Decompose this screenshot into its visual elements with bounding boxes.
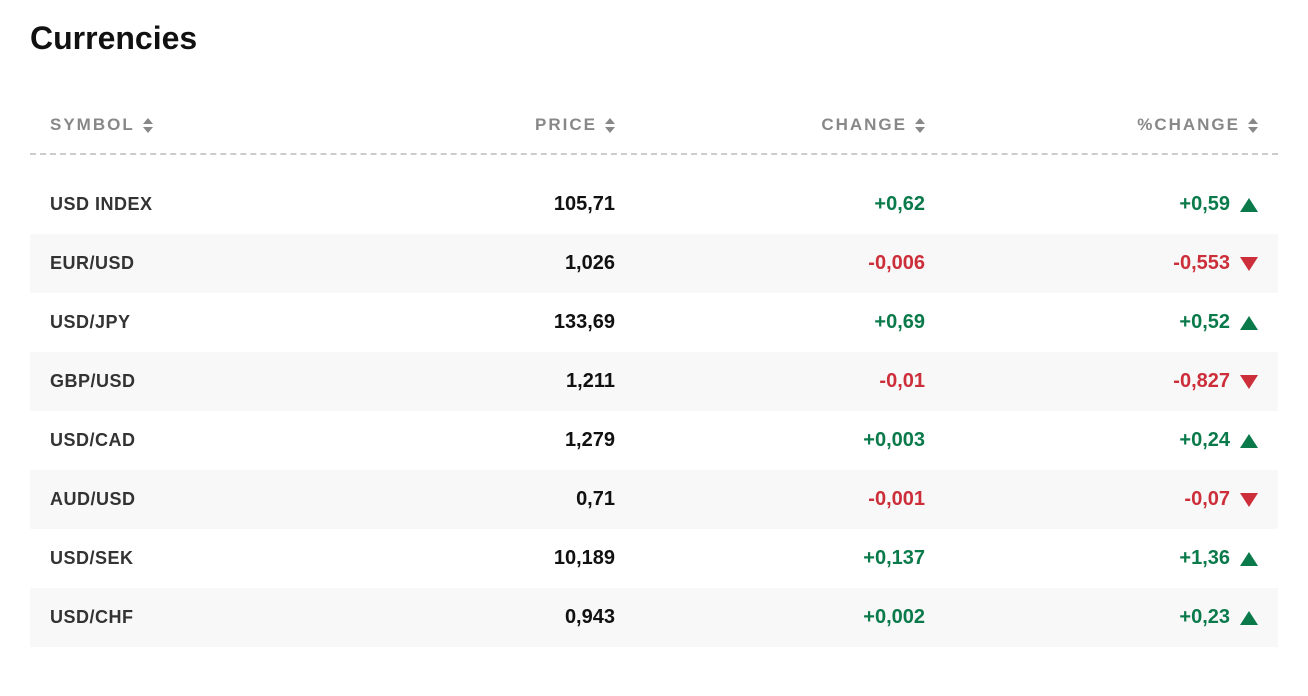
symbol-cell: USD/SEK bbox=[50, 548, 134, 569]
symbol-cell: USD/CAD bbox=[50, 430, 136, 451]
change-cell: -0,01 bbox=[879, 370, 925, 393]
table-row[interactable]: EUR/USD 1,026 -0,006 -0,553 bbox=[30, 234, 1278, 293]
pct-change-cell: +0,23 bbox=[1179, 606, 1230, 629]
table-row[interactable]: USD/JPY 133,69 +0,69 +0,52 bbox=[30, 293, 1278, 352]
sort-icon bbox=[605, 118, 615, 133]
sort-icon bbox=[915, 118, 925, 133]
price-cell: 133,69 bbox=[554, 311, 615, 334]
price-cell: 1,211 bbox=[566, 370, 615, 393]
column-label: SYMBOL bbox=[50, 115, 135, 135]
symbol-cell: EUR/USD bbox=[50, 253, 135, 274]
triangle-up-icon bbox=[1240, 198, 1258, 212]
column-header-price[interactable]: PRICE bbox=[400, 115, 615, 135]
price-cell: 105,71 bbox=[554, 193, 615, 216]
pct-change-cell: -0,553 bbox=[1173, 252, 1230, 275]
pct-change-cell: +0,59 bbox=[1179, 193, 1230, 216]
symbol-cell: USD/JPY bbox=[50, 312, 131, 333]
table-row[interactable]: USD INDEX 105,71 +0,62 +0,59 bbox=[30, 175, 1278, 234]
triangle-down-icon bbox=[1240, 257, 1258, 271]
price-cell: 10,189 bbox=[554, 547, 615, 570]
triangle-up-icon bbox=[1240, 611, 1258, 625]
change-cell: +0,002 bbox=[863, 606, 925, 629]
pct-change-cell: -0,07 bbox=[1184, 488, 1230, 511]
symbol-cell: GBP/USD bbox=[50, 371, 136, 392]
change-cell: +0,137 bbox=[863, 547, 925, 570]
triangle-down-icon bbox=[1240, 493, 1258, 507]
change-cell: -0,006 bbox=[868, 252, 925, 275]
sort-icon bbox=[1248, 118, 1258, 133]
table-row[interactable]: USD/CHF 0,943 +0,002 +0,23 bbox=[30, 588, 1278, 647]
symbol-cell: USD INDEX bbox=[50, 194, 153, 215]
currencies-table: SYMBOL PRICE CHANGE %CHANGE USD INDEX 105… bbox=[30, 97, 1278, 647]
pct-change-cell: +0,52 bbox=[1179, 311, 1230, 334]
column-header-pct-change[interactable]: %CHANGE bbox=[925, 115, 1258, 135]
change-cell: +0,69 bbox=[874, 311, 925, 334]
pct-change-cell: -0,827 bbox=[1173, 370, 1230, 393]
table-row[interactable]: AUD/USD 0,71 -0,001 -0,07 bbox=[30, 470, 1278, 529]
triangle-down-icon bbox=[1240, 375, 1258, 389]
price-cell: 0,943 bbox=[565, 606, 615, 629]
symbol-cell: AUD/USD bbox=[50, 489, 136, 510]
price-cell: 0,71 bbox=[576, 488, 615, 511]
table-row[interactable]: USD/CAD 1,279 +0,003 +0,24 bbox=[30, 411, 1278, 470]
change-cell: +0,003 bbox=[863, 429, 925, 452]
price-cell: 1,026 bbox=[565, 252, 615, 275]
pct-change-cell: +0,24 bbox=[1179, 429, 1230, 452]
symbol-cell: USD/CHF bbox=[50, 607, 134, 628]
triangle-up-icon bbox=[1240, 552, 1258, 566]
column-header-symbol[interactable]: SYMBOL bbox=[50, 115, 400, 135]
table-body: USD INDEX 105,71 +0,62 +0,59 EUR/USD 1,026 -0,… bbox=[30, 175, 1278, 647]
table-header-row: SYMBOL PRICE CHANGE %CHANGE bbox=[30, 97, 1278, 155]
triangle-up-icon bbox=[1240, 316, 1258, 330]
table-row[interactable]: GBP/USD 1,211 -0,01 -0,827 bbox=[30, 352, 1278, 411]
column-label: CHANGE bbox=[821, 115, 907, 135]
pct-change-cell: +1,36 bbox=[1179, 547, 1230, 570]
table-row[interactable]: USD/SEK 10,189 +0,137 +1,36 bbox=[30, 529, 1278, 588]
column-label: %CHANGE bbox=[1137, 115, 1240, 135]
column-header-change[interactable]: CHANGE bbox=[615, 115, 925, 135]
column-label: PRICE bbox=[535, 115, 597, 135]
sort-icon bbox=[143, 118, 153, 133]
triangle-up-icon bbox=[1240, 434, 1258, 448]
page-title: Currencies bbox=[30, 20, 1278, 57]
header-spacer bbox=[30, 155, 1278, 175]
price-cell: 1,279 bbox=[565, 429, 615, 452]
change-cell: -0,001 bbox=[868, 488, 925, 511]
change-cell: +0,62 bbox=[874, 193, 925, 216]
